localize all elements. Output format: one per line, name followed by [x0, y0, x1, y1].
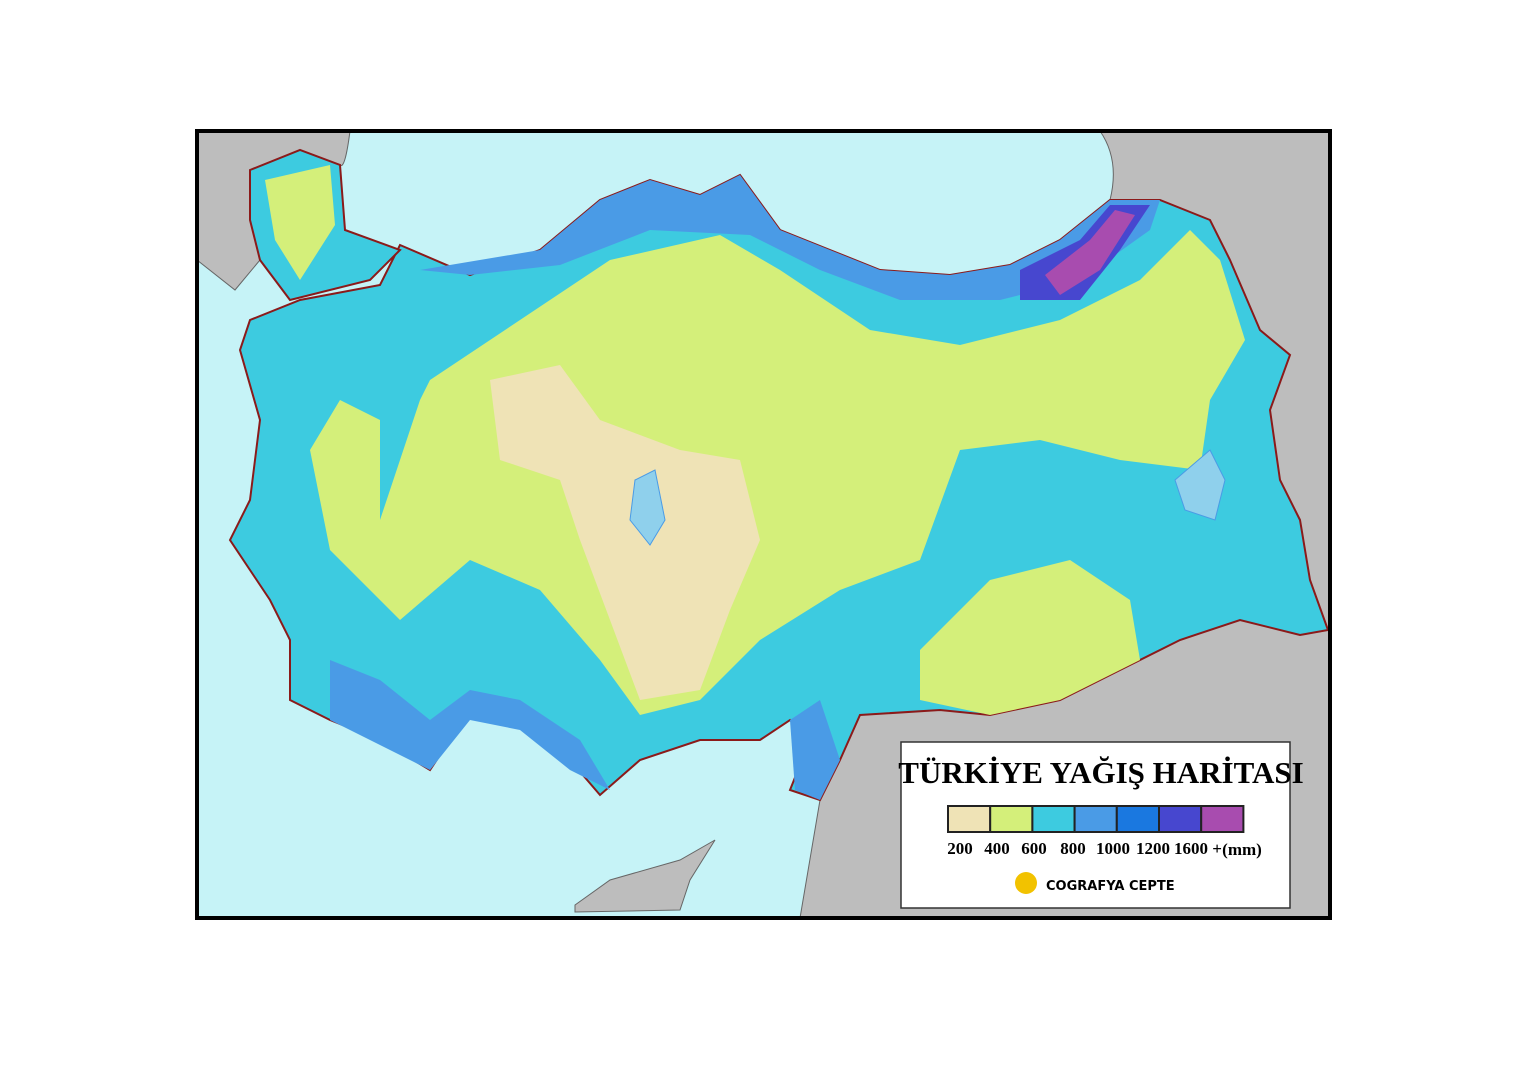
legend-label: 800 [1060, 839, 1086, 858]
legend-swatch [1115, 805, 1161, 833]
zone-800 [420, 175, 1160, 300]
lake [629, 469, 666, 546]
zone-400 [310, 230, 1245, 715]
legend-label: 1600 + [1174, 839, 1222, 858]
legend-swatch [1073, 805, 1118, 833]
legend-label: 200 [947, 839, 973, 858]
legend-swatch [1031, 805, 1076, 833]
legend-labels: 200 400 600 800 1000 1200 1600 + (mm) [947, 839, 1262, 859]
logo-text: COGRAFYA CEPTE [1046, 879, 1175, 894]
legend-label: 600 [1021, 839, 1047, 858]
zone-800 [790, 700, 840, 800]
map-frame [195, 129, 1332, 920]
map [196, 130, 1331, 919]
lake [1174, 449, 1226, 521]
legend-unit: (mm) [1222, 840, 1262, 859]
zone-200 [490, 365, 760, 700]
zone-400 [265, 165, 335, 280]
legend-swatches [947, 805, 1245, 833]
legend: TÜRKİYE YAĞIŞ HARİTASI 200 400 600 800 1000 1… [898, 741, 1304, 909]
cyprus [574, 839, 716, 913]
zone-1600 [1045, 210, 1135, 295]
map-title: TÜRKİYE YAĞIŞ HARİTASI [898, 755, 1303, 790]
legend-label: 400 [984, 839, 1010, 858]
zone-400 [920, 560, 1140, 715]
legend-swatch [989, 805, 1034, 833]
legend-swatch [1158, 805, 1203, 833]
legend-swatch [1200, 805, 1245, 833]
zone-800 [330, 660, 610, 790]
logo-icon [1015, 872, 1037, 894]
legend-swatch [947, 805, 992, 833]
legend-label: 1200 [1136, 839, 1170, 858]
legend-label: 1000 [1096, 839, 1130, 858]
